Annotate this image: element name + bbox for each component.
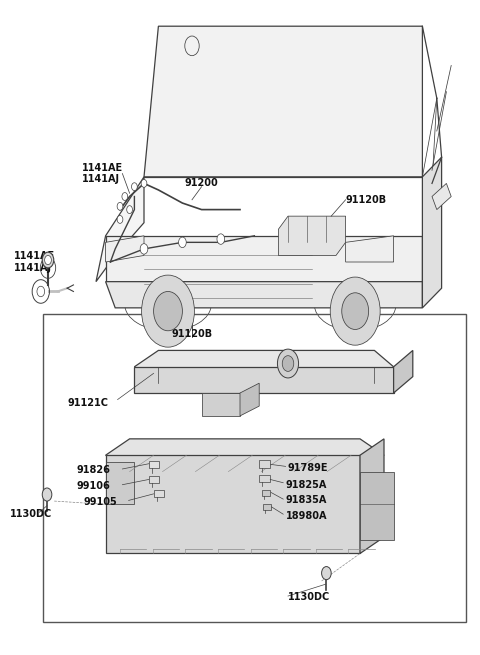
Polygon shape — [240, 383, 259, 416]
Circle shape — [127, 206, 132, 214]
Circle shape — [217, 234, 225, 244]
Bar — [274, 465, 312, 481]
Circle shape — [122, 193, 128, 200]
Circle shape — [141, 179, 147, 187]
Text: 91789E: 91789E — [288, 462, 328, 473]
Circle shape — [154, 291, 182, 331]
Polygon shape — [134, 350, 394, 383]
Text: 91826: 91826 — [77, 465, 111, 476]
Bar — [155, 524, 188, 544]
Text: 99105: 99105 — [84, 496, 118, 507]
Circle shape — [277, 349, 299, 378]
Bar — [295, 500, 328, 520]
Polygon shape — [154, 490, 164, 497]
Circle shape — [179, 237, 186, 248]
Polygon shape — [106, 439, 384, 472]
Polygon shape — [106, 236, 422, 282]
Bar — [120, 477, 153, 496]
Bar — [190, 477, 223, 496]
Text: 1141AE
1141AJ: 1141AE 1141AJ — [14, 252, 56, 272]
Bar — [330, 500, 363, 520]
Text: 91825A: 91825A — [286, 479, 327, 490]
Polygon shape — [134, 367, 394, 393]
Bar — [295, 524, 328, 544]
Text: 99106: 99106 — [77, 481, 110, 491]
Bar — [225, 500, 258, 520]
Bar — [330, 477, 363, 496]
Bar — [295, 477, 328, 496]
Polygon shape — [259, 475, 270, 482]
Text: 91120B: 91120B — [171, 329, 213, 339]
Bar — [155, 500, 188, 520]
Polygon shape — [360, 472, 394, 540]
Bar — [330, 524, 363, 544]
Circle shape — [117, 215, 123, 223]
Bar — [120, 524, 153, 544]
Text: 91121C: 91121C — [67, 398, 108, 408]
Circle shape — [42, 488, 52, 501]
Bar — [260, 477, 293, 496]
Polygon shape — [149, 461, 159, 468]
Bar — [190, 524, 223, 544]
Polygon shape — [106, 455, 360, 553]
Bar — [120, 500, 153, 520]
Polygon shape — [346, 236, 394, 262]
Circle shape — [45, 255, 51, 265]
Polygon shape — [202, 393, 240, 416]
Circle shape — [42, 252, 54, 268]
Polygon shape — [259, 460, 270, 468]
Polygon shape — [422, 157, 442, 308]
Bar — [190, 500, 223, 520]
Bar — [226, 465, 264, 481]
Circle shape — [342, 293, 369, 329]
Polygon shape — [106, 282, 422, 308]
Text: 1141AE
1141AJ: 1141AE 1141AJ — [82, 163, 123, 184]
Text: 91835A: 91835A — [286, 495, 327, 506]
Circle shape — [132, 183, 137, 191]
Polygon shape — [360, 439, 384, 553]
Circle shape — [117, 202, 123, 210]
Polygon shape — [262, 490, 270, 496]
Circle shape — [142, 275, 194, 347]
Polygon shape — [144, 26, 422, 177]
Bar — [260, 500, 293, 520]
Bar — [225, 477, 258, 496]
Text: 1130DC: 1130DC — [10, 509, 52, 519]
Text: 91200: 91200 — [185, 178, 218, 189]
Polygon shape — [106, 236, 144, 262]
Bar — [155, 477, 188, 496]
Circle shape — [322, 567, 331, 580]
Polygon shape — [106, 462, 134, 504]
Polygon shape — [278, 216, 346, 255]
Polygon shape — [149, 476, 159, 483]
Polygon shape — [432, 183, 451, 210]
Bar — [43, 314, 466, 622]
Text: 91120B: 91120B — [346, 195, 387, 205]
Bar — [178, 465, 216, 481]
Circle shape — [330, 277, 380, 345]
Circle shape — [282, 356, 294, 371]
Bar — [260, 524, 293, 544]
Text: 18980A: 18980A — [286, 511, 327, 521]
Polygon shape — [394, 350, 413, 393]
Text: 1130DC: 1130DC — [288, 592, 330, 603]
Bar — [130, 465, 168, 481]
Polygon shape — [263, 504, 271, 510]
Polygon shape — [96, 177, 144, 282]
Circle shape — [140, 244, 148, 254]
Bar — [225, 524, 258, 544]
